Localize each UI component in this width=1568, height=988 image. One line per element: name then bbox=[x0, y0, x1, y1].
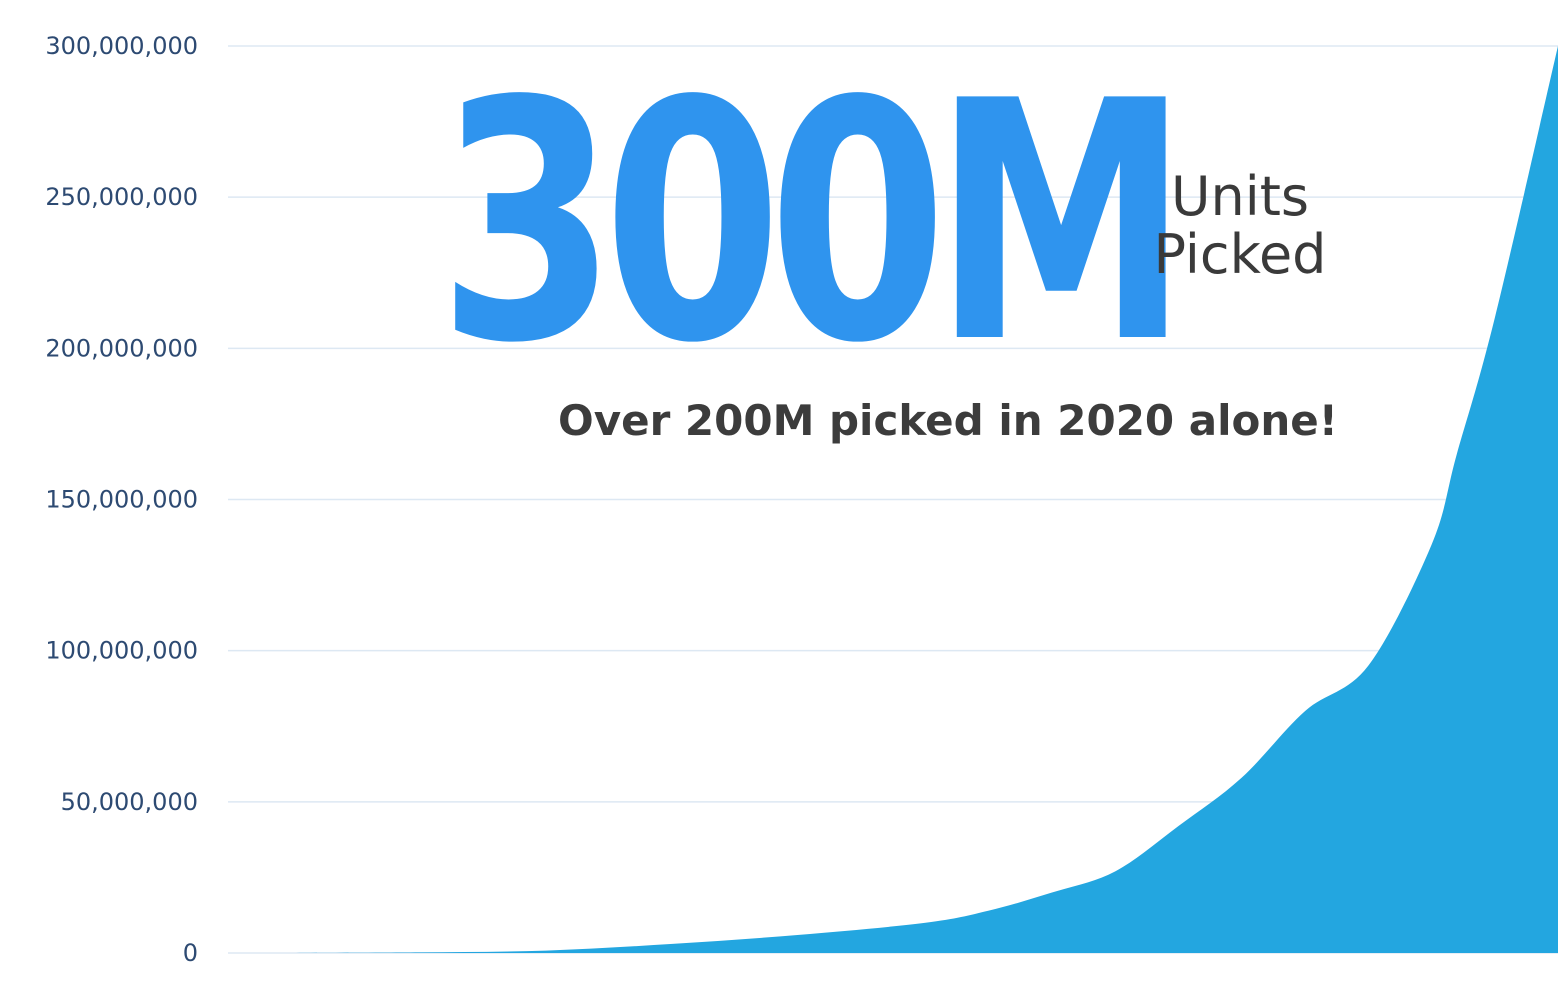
units-picked-label: Units Picked bbox=[1150, 168, 1330, 284]
units-label-line2: Picked bbox=[1153, 223, 1327, 286]
y-tick-label: 250,000,000 bbox=[45, 183, 198, 211]
y-tick-label: 300,000,000 bbox=[45, 32, 198, 60]
y-tick-label: 0 bbox=[183, 939, 198, 967]
units-label-line1: Units bbox=[1170, 165, 1310, 228]
y-tick-label: 150,000,000 bbox=[45, 486, 198, 514]
subtitle-2020: Over 200M picked in 2020 alone! bbox=[558, 396, 1338, 445]
units-picked-area bbox=[293, 46, 1558, 953]
y-tick-label: 100,000,000 bbox=[45, 637, 198, 665]
series-layer bbox=[293, 46, 1558, 953]
headline-number: 300M bbox=[438, 31, 1189, 415]
gridlines bbox=[228, 45, 1558, 954]
y-tick-label: 200,000,000 bbox=[45, 334, 198, 362]
y-axis-tick-labels: 0 50,000,000 100,000,000 150,000,000 200,000… bbox=[45, 32, 198, 967]
y-tick-label: 50,000,000 bbox=[61, 788, 198, 816]
